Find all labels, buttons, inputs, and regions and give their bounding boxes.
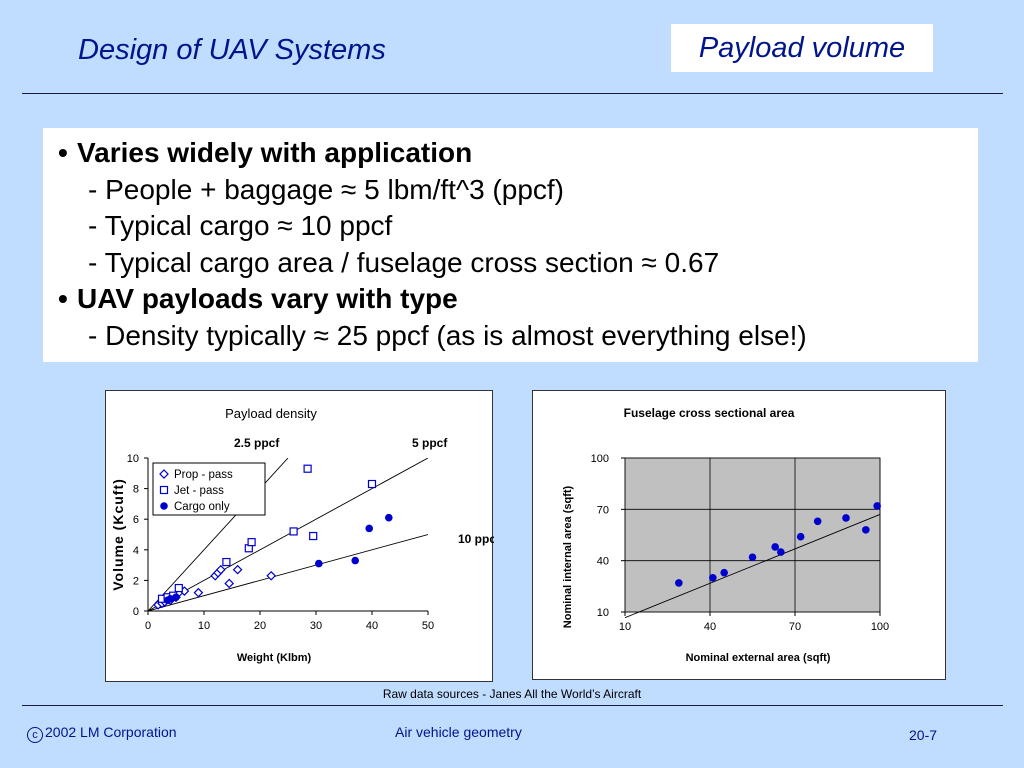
- chart-title: Payload density: [225, 406, 317, 421]
- data-point: [351, 556, 359, 565]
- data-point: [796, 532, 805, 541]
- data-point: [675, 579, 683, 587]
- x-tick-label: 100: [871, 621, 889, 633]
- payload-density-plot: Payload density 0 2 4 6 8 10 0 10 20 30 40 50 Weight …: [110, 406, 494, 664]
- data-point: [215, 564, 226, 575]
- data-point: [289, 527, 298, 536]
- bullet-list: • Varies widely with application - People…: [43, 128, 978, 362]
- legend-label: Prop - pass: [174, 469, 233, 481]
- x-axis-label: Weight (Klbm): [237, 652, 312, 664]
- y-tick-label: 0: [133, 606, 139, 618]
- data-point: [709, 573, 717, 582]
- data-point: [193, 587, 204, 598]
- data-point: [224, 578, 235, 589]
- x-tick-label: 0: [145, 620, 151, 632]
- legend: Prop - pass Jet - pass Cargo only: [152, 462, 266, 516]
- bullet-item: • UAV payloads vary with type: [58, 281, 978, 318]
- x-tick-label: 50: [422, 620, 434, 632]
- data-points: [153, 464, 393, 610]
- legend-label: Cargo only: [174, 501, 230, 513]
- y-tick-label: 70: [597, 504, 609, 516]
- chart-title: Fuselage cross sectional area: [624, 406, 795, 420]
- sub-bullet-item: - People + baggage ≈ 5 lbm/ft^3 (ppcf): [88, 173, 564, 205]
- data-point: [159, 469, 169, 479]
- legend-label: Jet - pass: [174, 485, 224, 497]
- data-point: [222, 557, 231, 567]
- data-point: [748, 553, 757, 562]
- data-point: [862, 526, 870, 534]
- bullet-item: • Varies widely with application: [58, 135, 978, 172]
- topic-title: Payload volume: [671, 24, 933, 72]
- data-point: [873, 502, 881, 510]
- reference-line-label: 2.5 ppcf: [234, 436, 280, 450]
- y-tick-label: 40: [597, 556, 609, 568]
- y-tick-label: 10: [127, 453, 139, 465]
- x-tick-label: 40: [366, 620, 378, 632]
- data-point: [247, 538, 256, 547]
- data-point: [720, 568, 728, 577]
- bullet-symbol: •: [58, 283, 68, 314]
- bullet-text: UAV payloads vary with type: [77, 283, 458, 314]
- data-point: [315, 559, 323, 568]
- fuselage-area-chart: Fuselage cross sectional area 10 40 70 100 10…: [532, 390, 946, 680]
- reference-line: [148, 534, 428, 611]
- data-point: [174, 583, 183, 593]
- data-points: [675, 502, 881, 587]
- data-point: [367, 479, 377, 489]
- y-tick-label: 8: [133, 484, 139, 496]
- data-point: [842, 514, 850, 522]
- y-tick-label: 4: [133, 545, 139, 557]
- plot-area: [624, 457, 881, 613]
- x-tick-label: 20: [254, 620, 266, 632]
- data-point: [159, 485, 169, 495]
- data-point: [172, 593, 180, 602]
- footer-topic: Air vehicle geometry: [395, 724, 522, 740]
- data-point: [385, 513, 393, 522]
- x-tick-label: 70: [789, 621, 801, 633]
- page-number: 20-7: [909, 727, 938, 743]
- reference-line-label: 10 ppcf: [458, 532, 494, 546]
- header-divider: [22, 93, 1003, 94]
- bullet-text: Varies widely with application: [77, 137, 473, 168]
- data-point: [771, 543, 779, 551]
- y-tick-label: 2: [133, 575, 139, 587]
- legend-box: [152, 462, 266, 516]
- sub-bullet-item: - Typical cargo area / fuselage cross se…: [88, 246, 720, 278]
- y-axis-label: Volume (Kcuft): [110, 478, 126, 591]
- sub-bullet-item: - Density typically ≈ 25 ppcf (as is alm…: [88, 319, 807, 351]
- x-axis-label: Nominal external area (sqft): [686, 652, 831, 664]
- sub-bullet-item: - Typical cargo ≈ 10 ppcf: [88, 210, 393, 241]
- data-point: [303, 464, 312, 473]
- data-point: [266, 570, 277, 581]
- reference-line: [624, 514, 881, 619]
- x-tick-label: 10: [198, 620, 210, 632]
- slide-title: Design of UAV Systems: [78, 34, 386, 66]
- fuselage-area-plot: Fuselage cross sectional area 10 40 70 100 10…: [562, 406, 889, 664]
- y-tick-label: 100: [591, 453, 609, 465]
- x-tick-label: 30: [310, 620, 322, 632]
- reference-line-label: 5 ppcf: [412, 436, 448, 450]
- data-point: [309, 531, 318, 541]
- data-point: [777, 548, 785, 556]
- data-point: [365, 524, 374, 533]
- footer-copyright-text: 2002 LM Corporation: [45, 724, 177, 740]
- copyright-icon: [27, 727, 43, 743]
- footer-copyright: 2002 LM Corporation: [27, 724, 177, 743]
- data-point: [160, 502, 168, 510]
- x-tick-label: 10: [619, 621, 631, 633]
- footer-divider: [22, 705, 1003, 706]
- y-tick-label: 10: [597, 607, 609, 619]
- y-axis-label: Nominal internal area (sqft): [562, 485, 574, 628]
- reference-line: [148, 458, 428, 611]
- source-note: Raw data sources - Janes All the World’s…: [382, 687, 642, 701]
- y-tick-label: 6: [133, 514, 139, 526]
- payload-density-chart: Payload density 0 2 4 6 8 10 0 10 20 30 40 50 Weight …: [105, 390, 494, 682]
- data-point: [232, 564, 243, 575]
- data-point: [813, 517, 822, 526]
- bullet-symbol: •: [58, 137, 68, 168]
- x-tick-label: 40: [704, 621, 716, 633]
